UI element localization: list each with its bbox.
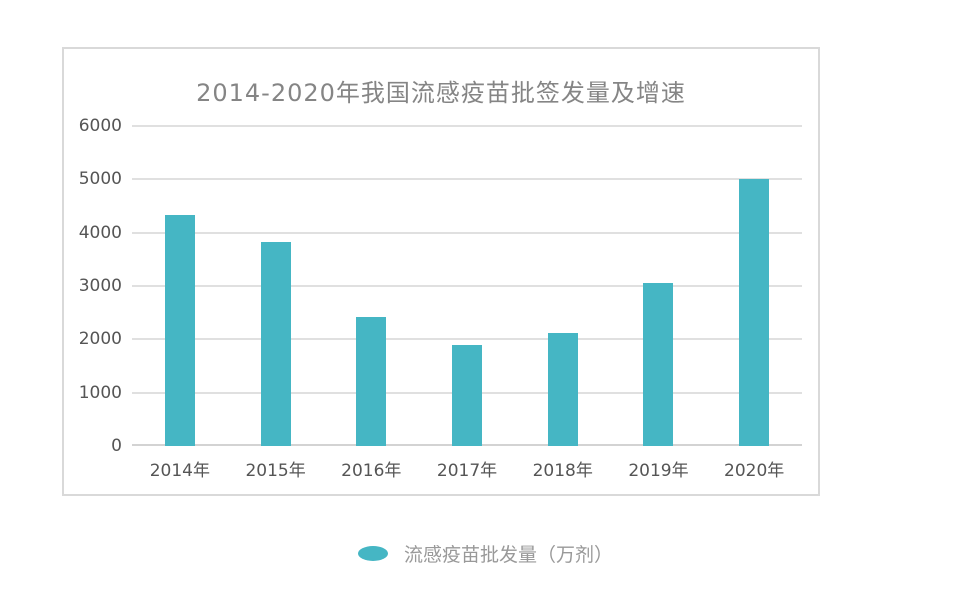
y-axis: 0 1000 2000 3000 4000 5000 6000 (64, 116, 122, 456)
plot-area (132, 125, 802, 446)
gridline (132, 338, 802, 341)
y-tick-label: 2000 (78, 329, 122, 350)
x-tick-label: 2016年 (341, 461, 402, 481)
bar-2017年 (452, 344, 482, 446)
legend: 流感疫苗批发量（万剂） (358, 540, 613, 567)
chart-title: 2014-2020年我国流感疫苗批签发量及增速 (196, 79, 686, 107)
x-tick-label: 2017年 (436, 461, 498, 481)
x-tick-label: 2020年 (724, 461, 785, 481)
gridline (132, 125, 802, 127)
y-tick-label: 0 (111, 436, 122, 456)
bar-2020年 (739, 179, 770, 446)
bar-2015年 (260, 241, 291, 446)
y-tick-label: 5000 (78, 169, 122, 190)
x-tick-label: 2018年 (532, 461, 593, 481)
legend-marker-ellipse (358, 546, 388, 561)
gridline (132, 285, 802, 287)
bar-2019年 (643, 282, 674, 446)
bar-2016年 (356, 317, 387, 446)
y-tick-label: 6000 (78, 116, 122, 136)
chart-panel: 2014-2020年我国流感疫苗批签发量及增速 0 1000 2000 3000 400… (62, 47, 820, 496)
y-tick-label: 1000 (78, 382, 122, 403)
x-tick-label: 2019年 (628, 461, 689, 481)
x-tick-label: 2015年 (245, 461, 306, 481)
bar-2014年 (164, 214, 195, 446)
y-tick-label: 4000 (78, 222, 122, 243)
bar-2018年 (547, 332, 578, 446)
gridline (132, 231, 802, 234)
gridline (132, 178, 802, 181)
y-tick-label: 3000 (78, 276, 122, 296)
x-axis: 2014年 2015年 2016年 2017年 2018年 2019年 2020年 (132, 459, 802, 483)
x-tick-label: 2014年 (149, 461, 210, 481)
legend-label: 流感疫苗批发量（万剂） (404, 544, 614, 566)
